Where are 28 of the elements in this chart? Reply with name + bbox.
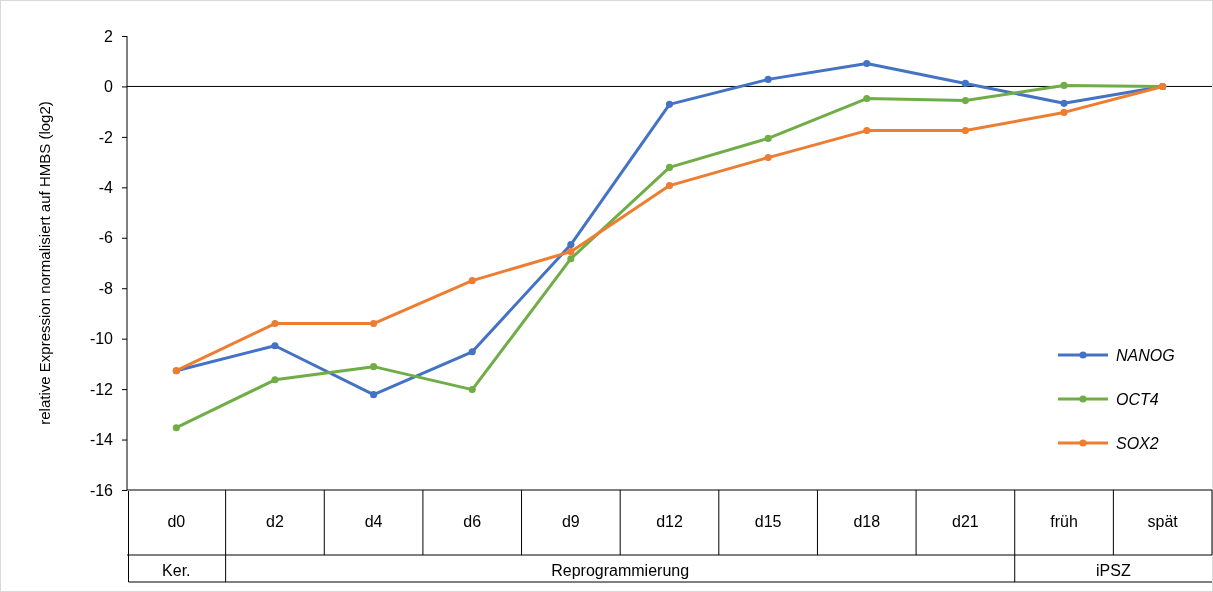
y-tick-label: -4 <box>98 178 114 196</box>
x-tick-label: spät <box>1147 513 1179 530</box>
text: Reprogrammierung <box>551 562 690 579</box>
y-tick-label: -8 <box>98 279 114 297</box>
text: iPSZ <box>1096 562 1131 579</box>
x-tick-label: früh <box>1050 513 1078 530</box>
text: Ker. <box>162 562 191 579</box>
legend-label: SOX2 <box>1116 435 1159 452</box>
y-tick-label: -14 <box>89 431 114 449</box>
y-tick-label: -2 <box>98 128 114 146</box>
y-tick-label: -10 <box>89 330 114 348</box>
legend-label: NANOG <box>1116 347 1175 364</box>
y-tick-label: 2 <box>104 27 114 45</box>
x-tick-label: d6 <box>463 513 482 530</box>
y-tick-label: 0 <box>104 78 114 96</box>
x-tick-label: d15 <box>754 513 782 530</box>
x-tick-label: d9 <box>561 513 580 530</box>
x-tick-label: d21 <box>952 513 979 530</box>
x-tick-label: d18 <box>853 513 881 530</box>
y-tick-label: -12 <box>89 380 114 398</box>
y-tick-label: -6 <box>98 229 114 247</box>
y-axis-title: relative Expression normalisiert auf HMBS (log2) <box>36 101 53 425</box>
x-tick-label: d4 <box>364 513 383 530</box>
x-tick-label: d12 <box>656 513 683 530</box>
legend-label: OCT4 <box>1116 391 1159 408</box>
x-tick-label: d0 <box>167 513 186 530</box>
y-tick-label: -16 <box>89 481 114 499</box>
x-tick-label: d2 <box>266 513 284 530</box>
